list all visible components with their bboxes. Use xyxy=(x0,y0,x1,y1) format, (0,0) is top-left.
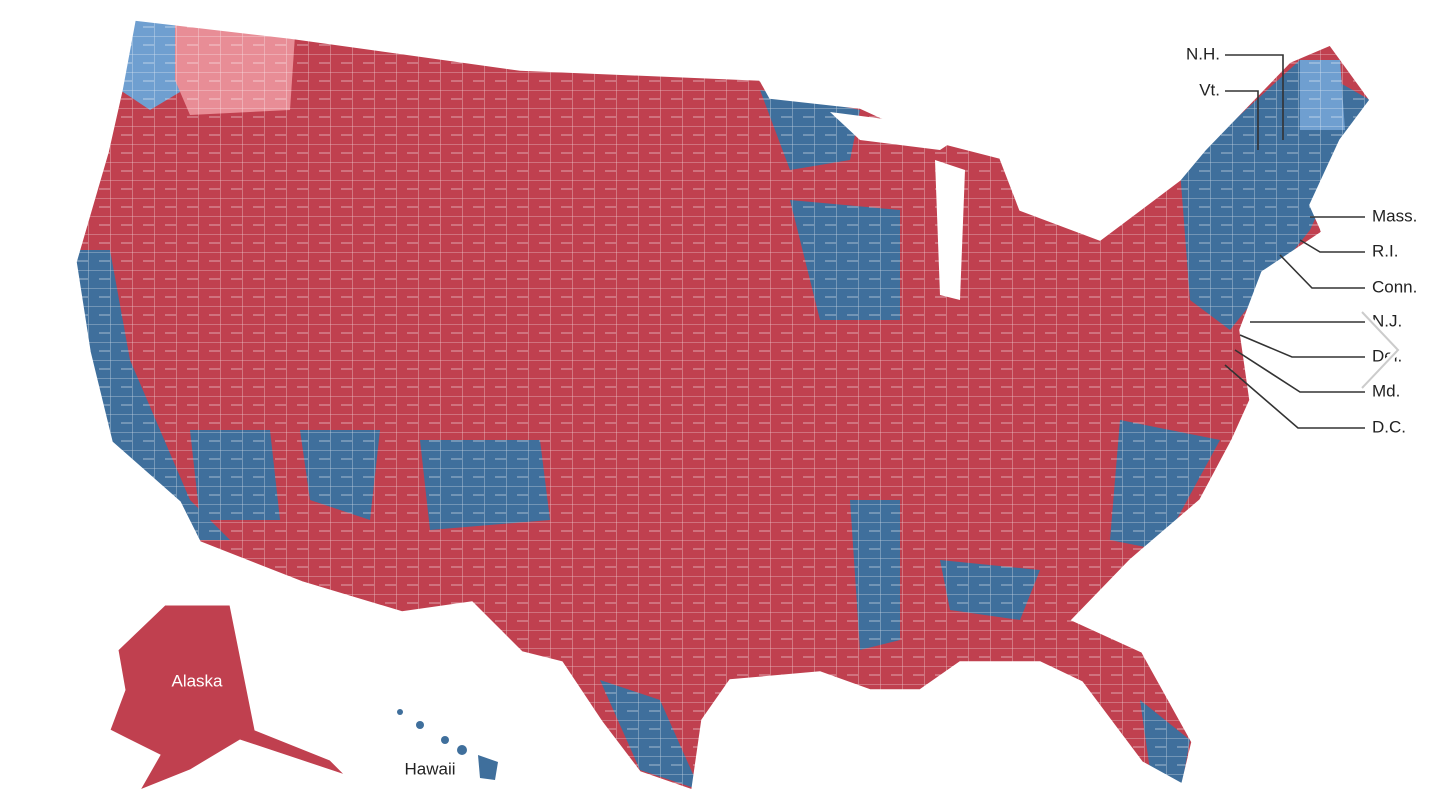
callout-lines xyxy=(1224,54,1365,429)
inset-label: Alaska xyxy=(171,671,223,690)
alaska xyxy=(109,604,346,791)
callout-label: R.I. xyxy=(1372,241,1398,260)
callout-label: Conn. xyxy=(1372,277,1417,296)
hawaii xyxy=(397,709,498,780)
callout-label: Vt. xyxy=(1199,80,1220,99)
lake-michigan xyxy=(935,160,965,300)
inset-label: Hawaii xyxy=(404,759,455,778)
callout-label: N.H. xyxy=(1186,44,1220,63)
callout-label: D.C. xyxy=(1372,417,1406,436)
next-arrow-outline[interactable] xyxy=(1361,311,1400,389)
callout-label: Mass. xyxy=(1372,206,1417,225)
callout-label: Md. xyxy=(1372,381,1400,400)
lake-superior xyxy=(830,112,970,150)
